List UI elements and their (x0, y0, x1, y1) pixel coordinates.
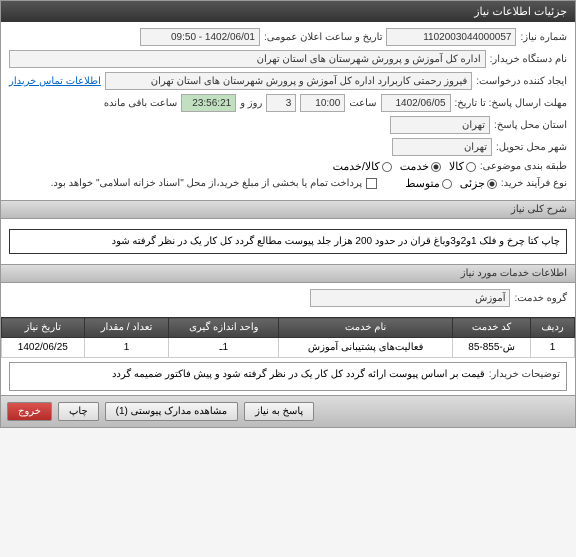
respond-button[interactable]: پاسخ به نیاز (244, 402, 314, 421)
panel-body: شماره نیاز: 1102003044000057 تاریخ و ساع… (1, 22, 575, 200)
announce-date-label: تاریخ و ساعت اعلان عمومی: (264, 32, 383, 43)
cell-qty: 1 (84, 338, 169, 358)
payment-note-label: پرداخت تمام یا بخشی از مبلغ خرید،از محل … (51, 178, 363, 189)
col-name: نام خدمت (279, 318, 453, 338)
deadline-days-field: 3 (266, 94, 296, 112)
exit-button[interactable]: خروج (7, 402, 52, 421)
cell-unit: 1ـ (169, 338, 279, 358)
deadline-label: مهلت ارسال پاسخ: تا تاریخ: (455, 98, 567, 109)
city-field: تهران (392, 138, 492, 156)
cell-date: 1402/06/25 (2, 338, 85, 358)
province-field: تهران (390, 116, 490, 134)
province-label: استان محل پاسخ: (494, 120, 567, 131)
buyer-notes-text: قیمت بر اساس پیوست ارائه گردد کل کار یک … (112, 369, 485, 380)
buyer-org-label: نام دستگاه خریدار: (490, 54, 567, 65)
radio-icon (382, 162, 392, 172)
process-type-group: جزئی متوسط (405, 177, 497, 190)
panel-header: جزئیات اطلاعات نیاز (1, 1, 575, 22)
request-no-field: 1102003044000057 (386, 28, 516, 46)
creator-label: ایجاد کننده درخواست: (476, 76, 567, 87)
footer-bar: پاسخ به نیاز مشاهده مدارک پیوستی (1) چاپ… (1, 395, 575, 427)
deadline-days-label: روز و (240, 98, 262, 109)
cell-row: 1 (531, 338, 575, 358)
subject-type-group: کالا خدمت کالا/خدمت (333, 160, 476, 173)
deadline-time-label: ساعت (349, 98, 376, 109)
radio-label: کالا/خدمت (333, 160, 380, 173)
cell-code: ش-855-85 (453, 338, 531, 358)
buyer-notes-box: توضیحات خریدار: قیمت بر اساس پیوست ارائه… (9, 362, 567, 391)
subject-type-both[interactable]: کالا/خدمت (333, 160, 392, 173)
creator-field: فیروز رحمتی کاربرارد اداره کل آموزش و پر… (105, 72, 472, 90)
service-group-field: آموزش (310, 289, 510, 307)
radio-label: کالا (449, 160, 464, 173)
table-row[interactable]: 1 ش-855-85 فعالیت‌های پشتیبانی آموزش 1ـ … (2, 338, 575, 358)
radio-label: جزئی (460, 177, 485, 190)
col-unit: واحد اندازه گیری (169, 318, 279, 338)
city-label: شهر محل تحویل: (496, 142, 567, 153)
buyer-notes-label: توضیحات خریدار: (489, 369, 560, 380)
radio-icon (487, 179, 497, 189)
buyer-org-field: اداره کل آموزش و پرورش شهرستان های استان… (9, 50, 486, 68)
request-no-label: شماره نیاز: (520, 32, 567, 43)
radio-label: خدمت (400, 160, 429, 173)
process-type-medium[interactable]: متوسط (405, 177, 452, 190)
buyer-contact-link[interactable]: اطلاعات تماس خریدار (9, 76, 101, 87)
radio-label: متوسط (405, 177, 440, 190)
subject-type-goods[interactable]: کالا (449, 160, 476, 173)
countdown-field: 23:56:21 (181, 94, 236, 112)
radio-icon (466, 162, 476, 172)
subject-type-service[interactable]: خدمت (400, 160, 441, 173)
main-panel: جزئیات اطلاعات نیاز شماره نیاز: 11020030… (0, 0, 576, 428)
cell-name: فعالیت‌های پشتیبانی آموزش (279, 338, 453, 358)
attachments-button[interactable]: مشاهده مدارک پیوستی (1) (105, 402, 239, 421)
radio-icon (442, 179, 452, 189)
service-group-label: گروه خدمت: (514, 293, 567, 304)
deadline-time-field: 10:00 (300, 94, 345, 112)
remain-label: ساعت باقی مانده (104, 98, 177, 109)
process-type-minor[interactable]: جزئی (460, 177, 497, 190)
subject-type-label: طبقه بندی موضوعی: (480, 161, 567, 172)
process-type-label: نوع فرآیند خرید: (501, 178, 567, 189)
radio-icon (431, 162, 441, 172)
col-date: تاریخ نیاز (2, 318, 85, 338)
announce-date-field: 1402/06/01 - 09:50 (140, 28, 260, 46)
col-row: ردیف (531, 318, 575, 338)
col-code: کد خدمت (453, 318, 531, 338)
services-table: ردیف کد خدمت نام خدمت واحد اندازه گیری ت… (1, 317, 575, 358)
col-qty: تعداد / مقدار (84, 318, 169, 338)
description-header: شرح کلی نیاز (1, 200, 575, 219)
panel-title: جزئیات اطلاعات نیاز (474, 6, 567, 18)
payment-checkbox[interactable] (366, 178, 377, 189)
table-header-row: ردیف کد خدمت نام خدمت واحد اندازه گیری ت… (2, 318, 575, 338)
print-button[interactable]: چاپ (58, 402, 99, 421)
deadline-date-field: 1402/06/05 (381, 94, 451, 112)
services-header: اطلاعات خدمات مورد نیاز (1, 264, 575, 283)
description-box: چاپ کتا چرخ و فلک 1و2و3وباغ قران در حدود… (9, 229, 567, 254)
